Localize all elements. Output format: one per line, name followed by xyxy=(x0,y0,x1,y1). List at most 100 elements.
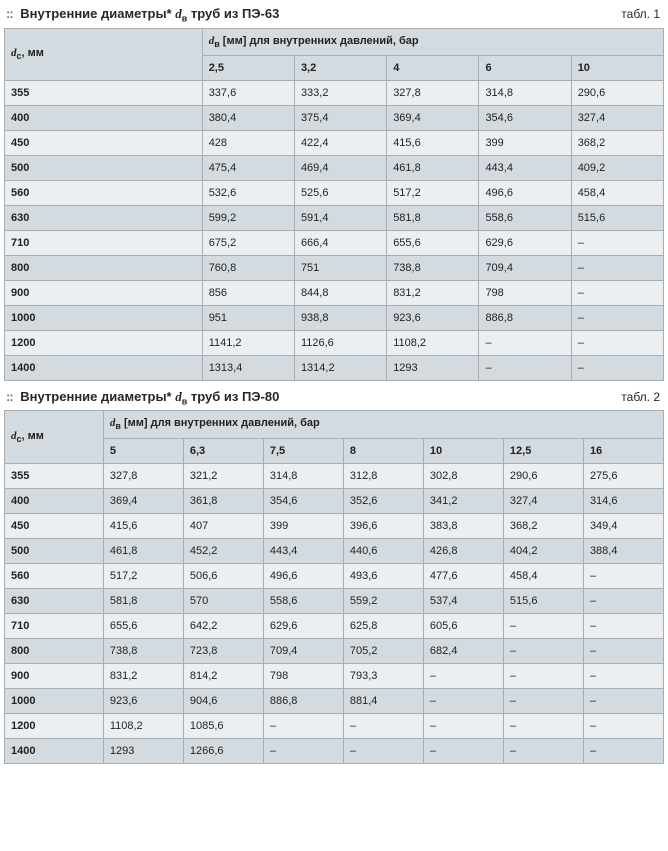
value-cell: – xyxy=(583,613,663,638)
value-cell: 458,4 xyxy=(571,180,663,205)
value-cell: 399 xyxy=(263,513,343,538)
value-cell: 302,8 xyxy=(423,463,503,488)
dc-cell: 1000 xyxy=(5,688,104,713)
value-cell: 407 xyxy=(183,513,263,538)
value-cell: 327,8 xyxy=(387,80,479,105)
table-row: 400369,4361,8354,6352,6341,2327,4314,6 xyxy=(5,488,664,513)
dc-cell: 800 xyxy=(5,255,203,280)
pressure-header: 7,5 xyxy=(263,438,343,463)
table2-title-prefix: Внутренние диаметры* xyxy=(20,389,175,404)
value-cell: 399 xyxy=(479,130,571,155)
value-cell: 475,4 xyxy=(202,155,294,180)
table-row: 450428422,4415,6399368,2 xyxy=(5,130,664,155)
value-cell: – xyxy=(343,738,423,763)
value-cell: 558,6 xyxy=(263,588,343,613)
value-cell: 368,2 xyxy=(503,513,583,538)
table1-title-suffix: труб из ПЭ-63 xyxy=(187,6,279,21)
table-row: 12001108,21085,6––––– xyxy=(5,713,664,738)
value-cell: 443,4 xyxy=(263,538,343,563)
value-cell: – xyxy=(503,688,583,713)
value-cell: 415,6 xyxy=(387,130,479,155)
table1-dv-header: dв [мм] для внутренних давлений, бар xyxy=(202,28,663,55)
value-cell: 923,6 xyxy=(387,305,479,330)
table-row: 500475,4469,4461,8443,4409,2 xyxy=(5,155,664,180)
value-cell: 844,8 xyxy=(294,280,386,305)
dc-cell: 400 xyxy=(5,105,203,130)
value-cell: 709,4 xyxy=(263,638,343,663)
value-cell: 404,2 xyxy=(503,538,583,563)
value-cell: 798 xyxy=(263,663,343,688)
value-cell: 642,2 xyxy=(183,613,263,638)
table-row: 1000923,6904,6886,8881,4––– xyxy=(5,688,664,713)
value-cell: – xyxy=(571,330,663,355)
value-cell: 477,6 xyxy=(423,563,503,588)
table2-block: :: Внутренние диаметры* dв труб из ПЭ-80… xyxy=(4,387,664,764)
value-cell: – xyxy=(583,738,663,763)
value-cell: 738,8 xyxy=(387,255,479,280)
table-row: 560532,6525,6517,2496,6458,4 xyxy=(5,180,664,205)
table1-title-row: :: Внутренние диаметры* dв труб из ПЭ-63… xyxy=(4,4,664,28)
pressure-header: 2,5 xyxy=(202,55,294,80)
value-cell: 290,6 xyxy=(503,463,583,488)
bullet-icon: :: xyxy=(6,389,13,404)
dc-cell: 560 xyxy=(5,563,104,588)
value-cell: 515,6 xyxy=(571,205,663,230)
value-cell: 923,6 xyxy=(103,688,183,713)
value-cell: 312,8 xyxy=(343,463,423,488)
value-cell: 798 xyxy=(479,280,571,305)
pressure-header: 10 xyxy=(423,438,503,463)
table-row: 800760,8751738,8709,4– xyxy=(5,255,664,280)
pressure-header: 10 xyxy=(571,55,663,80)
dc-cell: 450 xyxy=(5,513,104,538)
dc-cell: 355 xyxy=(5,80,203,105)
value-cell: 793,3 xyxy=(343,663,423,688)
pressure-header: 4 xyxy=(387,55,479,80)
dc-cell: 1400 xyxy=(5,355,203,380)
table2-pressure-row: 56,37,581012,516 xyxy=(5,438,664,463)
value-cell: 517,2 xyxy=(103,563,183,588)
value-cell: 537,4 xyxy=(423,588,503,613)
dc-cell: 450 xyxy=(5,130,203,155)
value-cell: 290,6 xyxy=(571,80,663,105)
value-cell: 354,6 xyxy=(479,105,571,130)
value-cell: – xyxy=(479,355,571,380)
table1: dс, мм dв [мм] для внутренних давлений, … xyxy=(4,28,664,381)
value-cell: – xyxy=(571,280,663,305)
value-cell: – xyxy=(583,663,663,688)
value-cell: 515,6 xyxy=(503,588,583,613)
value-cell: 506,6 xyxy=(183,563,263,588)
value-cell: 369,4 xyxy=(103,488,183,513)
value-cell: 321,2 xyxy=(183,463,263,488)
value-cell: – xyxy=(343,713,423,738)
value-cell: 581,8 xyxy=(103,588,183,613)
value-cell: 452,2 xyxy=(183,538,263,563)
value-cell: 599,2 xyxy=(202,205,294,230)
value-cell: – xyxy=(503,663,583,688)
table2-title: :: Внутренние диаметры* dв труб из ПЭ-80 xyxy=(6,389,279,407)
value-cell: 440,6 xyxy=(343,538,423,563)
value-cell: 605,6 xyxy=(423,613,503,638)
value-cell: 409,2 xyxy=(571,155,663,180)
table1-block: :: Внутренние диаметры* dв труб из ПЭ-63… xyxy=(4,4,664,381)
table1-dc-header: dс, мм xyxy=(5,28,203,80)
dc-cell: 630 xyxy=(5,588,104,613)
value-cell: 369,4 xyxy=(387,105,479,130)
value-cell: 517,2 xyxy=(387,180,479,205)
value-cell: 368,2 xyxy=(571,130,663,155)
value-cell: – xyxy=(503,613,583,638)
value-cell: 881,4 xyxy=(343,688,423,713)
table-row: 710675,2666,4655,6629,6– xyxy=(5,230,664,255)
dc-cell: 1000 xyxy=(5,305,203,330)
value-cell: 333,2 xyxy=(294,80,386,105)
value-cell: 856 xyxy=(202,280,294,305)
value-cell: 327,8 xyxy=(103,463,183,488)
value-cell: 1266,6 xyxy=(183,738,263,763)
value-cell: 1314,2 xyxy=(294,355,386,380)
value-cell: 709,4 xyxy=(479,255,571,280)
dc-cell: 900 xyxy=(5,663,104,688)
value-cell: 375,4 xyxy=(294,105,386,130)
dc-cell: 630 xyxy=(5,205,203,230)
value-cell: 426,8 xyxy=(423,538,503,563)
dc-cell: 500 xyxy=(5,155,203,180)
value-cell: 655,6 xyxy=(103,613,183,638)
